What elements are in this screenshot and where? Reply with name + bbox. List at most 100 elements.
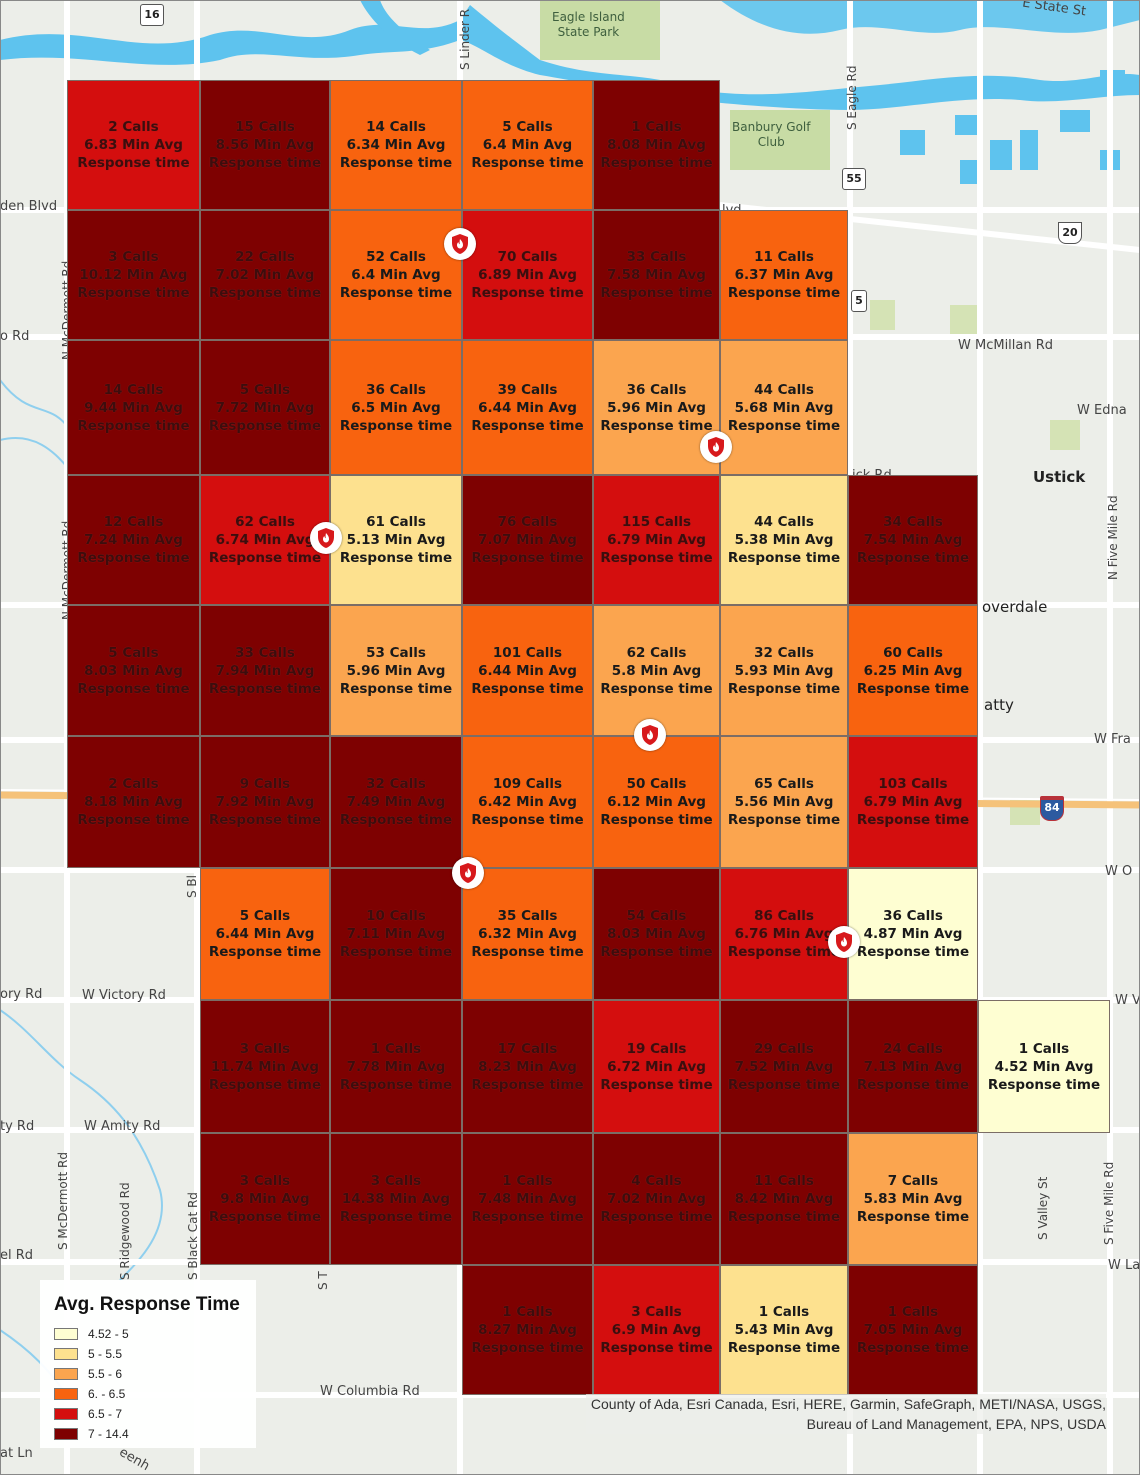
fire-station-icon[interactable] — [700, 431, 732, 463]
grid-cell[interactable]: 3 Calls 9.8 Min Avg Response time — [200, 1133, 330, 1265]
cell-avg: 6.79 Min Avg — [863, 794, 963, 810]
cell-label: Response time — [600, 812, 713, 828]
cell-calls: 19 Calls — [626, 1040, 687, 1057]
grid-cell[interactable]: 35 Calls 6.32 Min Avg Response time — [462, 868, 593, 1000]
cell-calls: 4 Calls — [631, 1173, 682, 1189]
cell-label: Response time — [727, 680, 841, 697]
cell-label: Response time — [208, 550, 322, 566]
grid-cell[interactable]: 103 Calls 6.79 Min Avg Response time — [848, 736, 978, 868]
grid-cell[interactable]: 11 Calls 6.37 Min Avg Response time — [720, 210, 848, 340]
grid-cell[interactable]: 5 Calls 6.44 Min Avg Response time — [200, 868, 330, 1000]
grid-cell[interactable]: 36 Calls 4.87 Min Avg Response time — [848, 868, 978, 1000]
cell-avg: 10.12 Min Avg — [79, 267, 188, 283]
grid-cell[interactable]: 50 Calls 6.12 Min Avg Response time — [593, 736, 720, 868]
grid-cell[interactable]: 32 Calls 5.93 Min Avg Response time — [720, 605, 848, 736]
fire-station-icon[interactable] — [310, 522, 342, 554]
grid-cell[interactable]: 1 Calls 7.78 Min Avg Response time — [330, 1000, 462, 1133]
cell-avg: 6.5 Min Avg — [351, 399, 441, 416]
cell-label: Response time — [339, 155, 453, 171]
grid-cell[interactable]: 32 Calls 7.49 Min Avg Response time — [330, 736, 462, 868]
cell-avg: 4.52 Min Avg — [994, 1058, 1094, 1075]
cell-label: Response time — [727, 1340, 841, 1356]
grid-cell[interactable]: 33 Calls 7.94 Min Avg Response time — [200, 605, 330, 736]
grid-cell[interactable]: 5 Calls 8.03 Min Avg Response time — [67, 605, 200, 736]
grid-cell[interactable]: 5 Calls 7.72 Min Avg Response time — [200, 340, 330, 475]
cell-avg: 6.44 Min Avg — [215, 926, 315, 942]
cell-avg: 7.02 Min Avg — [215, 267, 315, 283]
grid-cell[interactable]: 24 Calls 7.13 Min Avg Response time — [848, 1000, 978, 1133]
grid-cell[interactable]: 61 Calls 5.13 Min Avg Response time — [330, 475, 462, 605]
grid-cell[interactable]: 53 Calls 5.96 Min Avg Response time — [330, 605, 462, 736]
fire-station-icon[interactable] — [444, 228, 476, 260]
grid-cell[interactable]: 15 Calls 8.56 Min Avg Response time — [200, 80, 330, 210]
grid-cell[interactable]: 109 Calls 6.42 Min Avg Response time — [462, 736, 593, 868]
legend-title: Avg. Response Time — [54, 1294, 240, 1315]
grid-cell[interactable]: 1 Calls 8.27 Min Avg Response time — [462, 1265, 593, 1395]
cell-label: Response time — [471, 285, 584, 301]
grid-cell[interactable]: 19 Calls 6.72 Min Avg Response time — [593, 1000, 720, 1133]
grid-cell[interactable]: 4 Calls 7.02 Min Avg Response time — [593, 1133, 720, 1265]
legend-swatch — [54, 1388, 78, 1400]
grid-cell[interactable]: 1 Calls 8.08 Min Avg Response time — [593, 80, 720, 210]
fire-station-icon[interactable] — [452, 857, 484, 889]
grid-cell[interactable]: 54 Calls 8.03 Min Avg Response time — [593, 868, 720, 1000]
grid-cell[interactable]: 9 Calls 7.92 Min Avg Response time — [200, 736, 330, 868]
cell-label: Response time — [471, 417, 584, 434]
grid-cell[interactable]: 14 Calls 9.44 Min Avg Response time — [67, 340, 200, 475]
grid-cell[interactable]: 36 Calls 5.96 Min Avg Response time — [593, 340, 720, 475]
grid-cell[interactable]: 86 Calls 6.76 Min Avg Response time — [720, 868, 848, 1000]
grid-cell[interactable]: 76 Calls 7.07 Min Avg Response time — [462, 475, 593, 605]
grid-cell[interactable]: 44 Calls 5.68 Min Avg Response time — [720, 340, 848, 475]
grid-cell[interactable]: 3 Calls 6.9 Min Avg Response time — [593, 1265, 720, 1395]
grid-cell[interactable]: 60 Calls 6.25 Min Avg Response time — [848, 605, 978, 736]
grid-cell[interactable]: 12 Calls 7.24 Min Avg Response time — [67, 475, 200, 605]
grid-cell[interactable]: 3 Calls 11.74 Min Avg Response time — [200, 1000, 330, 1133]
road-label-at-ln: at Ln — [0, 1446, 33, 1461]
cell-calls: 11 Calls — [754, 249, 814, 265]
grid-cell[interactable]: 52 Calls 6.4 Min Avg Response time — [330, 210, 462, 340]
grid-cell[interactable]: 34 Calls 7.54 Min Avg Response time — [848, 475, 978, 605]
grid-cell[interactable]: 36 Calls 6.5 Min Avg Response time — [330, 340, 462, 475]
grid-cell[interactable]: 70 Calls 6.89 Min Avg Response time — [462, 210, 593, 340]
fire-station-icon[interactable] — [634, 719, 666, 751]
grid-cell[interactable]: 1 Calls 7.05 Min Avg Response time — [848, 1265, 978, 1395]
grid-cell[interactable]: 101 Calls 6.44 Min Avg Response time — [462, 605, 593, 736]
grid-cell[interactable]: 7 Calls 5.83 Min Avg Response time — [848, 1133, 978, 1265]
grid-cell[interactable]: 5 Calls 6.4 Min Avg Response time — [462, 80, 593, 210]
grid-cell[interactable]: 11 Calls 8.42 Min Avg Response time — [720, 1133, 848, 1265]
grid-cell[interactable]: 10 Calls 7.11 Min Avg Response time — [330, 868, 462, 1000]
cell-calls: 1 Calls — [758, 1304, 810, 1320]
grid-cell[interactable]: 22 Calls 7.02 Min Avg Response time — [200, 210, 330, 340]
grid-cell[interactable]: 39 Calls 6.44 Min Avg Response time — [462, 340, 593, 475]
grid-cell[interactable]: 2 Calls 8.18 Min Avg Response time — [67, 736, 200, 868]
cell-label: Response time — [471, 550, 584, 566]
cell-calls: 14 Calls — [103, 381, 164, 398]
grid-cell[interactable]: 3 Calls 14.38 Min Avg Response time — [330, 1133, 462, 1265]
grid-cell[interactable]: 2 Calls 6.83 Min Avg Response time — [67, 80, 200, 210]
cell-label: Response time — [987, 1076, 1101, 1093]
cell-label: Response time — [471, 680, 584, 697]
grid-cell[interactable]: 1 Calls 5.43 Min Avg Response time — [720, 1265, 848, 1395]
grid-cell[interactable]: 3 Calls 10.12 Min Avg Response time — [67, 210, 200, 340]
cell-label: Response time — [471, 1209, 584, 1225]
grid-cell[interactable]: 62 Calls 6.74 Min Avg Response time — [200, 475, 330, 605]
cell-avg: 5.8 Min Avg — [611, 662, 702, 679]
cell-avg: 8.56 Min Avg — [215, 137, 315, 153]
grid-cell[interactable]: 115 Calls 6.79 Min Avg Response time — [593, 475, 720, 605]
cell-calls: 5 Calls — [502, 119, 553, 135]
grid-cell[interactable]: 1 Calls 4.52 Min Avg Response time — [978, 1000, 1110, 1133]
grid-cell[interactable]: 1 Calls 7.48 Min Avg Response time — [462, 1133, 593, 1265]
grid-cell[interactable]: 44 Calls 5.38 Min Avg Response time — [720, 475, 848, 605]
road-label-amity-left: ty Rd — [0, 1119, 35, 1134]
cell-calls: 44 Calls — [754, 514, 814, 530]
grid-cell[interactable]: 14 Calls 6.34 Min Avg Response time — [330, 80, 462, 210]
grid-cell[interactable]: 17 Calls 8.23 Min Avg Response time — [462, 1000, 593, 1133]
grid-cell[interactable]: 65 Calls 5.56 Min Avg Response time — [720, 736, 848, 868]
grid-cell[interactable]: 33 Calls 7.58 Min Avg Response time — [593, 210, 720, 340]
grid-cell[interactable]: 62 Calls 5.8 Min Avg Response time — [593, 605, 720, 736]
cell-calls: 60 Calls — [883, 644, 943, 661]
fire-station-icon[interactable] — [828, 926, 860, 958]
grid-cell[interactable]: 29 Calls 7.52 Min Avg Response time — [720, 1000, 848, 1133]
cell-avg: 7.92 Min Avg — [215, 794, 315, 810]
